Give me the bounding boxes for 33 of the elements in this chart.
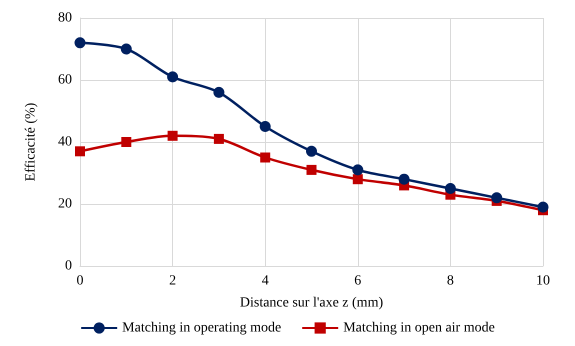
x-tick-label: 6: [354, 274, 362, 288]
point: [168, 130, 178, 141]
x-tick-label: 0: [76, 274, 84, 288]
point: [75, 146, 85, 156]
point: [538, 202, 548, 213]
point: [444, 183, 456, 194]
point: [306, 146, 317, 157]
y-axis-title: Efficacité (%): [24, 102, 38, 182]
point: [214, 134, 224, 144]
point: [398, 174, 410, 185]
x-tick-label: 10: [536, 274, 550, 288]
point: [491, 192, 502, 204]
x-tick-label: 4: [262, 274, 269, 288]
point: [352, 174, 363, 184]
y-tick-label: 0: [65, 258, 72, 274]
point: [120, 44, 132, 54]
point: [260, 152, 270, 162]
point: [167, 71, 178, 82]
point: [306, 164, 316, 175]
point: [260, 121, 271, 132]
point: [121, 137, 132, 147]
x-axis-title: Distance sur l'axe z (mm): [240, 296, 384, 310]
x-tick-label: 2: [169, 274, 176, 288]
point: [352, 164, 364, 176]
point: [74, 37, 86, 48]
y-tick-label: 60: [58, 72, 72, 88]
y-tick-label: 20: [58, 196, 72, 212]
legend-label: Matching in open air mode: [343, 320, 495, 336]
y-tick-label: 40: [58, 134, 72, 150]
point: [213, 86, 224, 98]
x-tick-label: 8: [446, 274, 454, 288]
legend-label: Matching in operating mode: [122, 320, 282, 336]
y-tick-label: 80: [58, 10, 72, 26]
